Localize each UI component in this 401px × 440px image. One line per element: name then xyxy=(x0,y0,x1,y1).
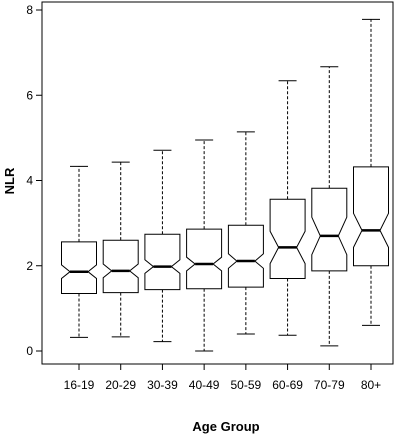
x-tick-label: 40-49 xyxy=(189,378,220,392)
y-tick-label: 0 xyxy=(26,344,33,358)
box-20-29 xyxy=(102,161,139,338)
box-30-39 xyxy=(144,149,181,343)
y-axis-title: NLR xyxy=(2,167,17,194)
y-tick-label: 2 xyxy=(26,259,33,273)
boxes-layer xyxy=(61,18,389,352)
notched-box xyxy=(353,166,389,267)
notched-box xyxy=(61,241,97,294)
x-axis-title: Age Group xyxy=(192,419,259,434)
x-tick-label: 20-29 xyxy=(105,378,136,392)
y-tick-label: 4 xyxy=(26,174,33,188)
x-tick-label: 30-39 xyxy=(147,378,178,392)
notched-box xyxy=(227,224,264,288)
box-50-59 xyxy=(227,131,264,335)
notched-box xyxy=(311,187,348,272)
notched-box xyxy=(186,228,223,290)
box-16-19 xyxy=(61,165,97,338)
y-tick-label: 8 xyxy=(26,3,33,17)
box-80+ xyxy=(353,18,389,326)
x-tick-label: 60-69 xyxy=(272,378,303,392)
axes-layer xyxy=(36,1,394,370)
notched-box xyxy=(269,198,306,279)
notched-box xyxy=(144,233,181,291)
notched-box xyxy=(102,239,139,294)
x-tick-label: 70-79 xyxy=(314,378,345,392)
box-40-49 xyxy=(186,139,223,352)
box-70-79 xyxy=(311,66,348,347)
labels-layer: 0 2 4 6 8 16-19 20-29 30-39 40-49 50-59 60-69 70-79… xyxy=(26,3,381,392)
y-tick-label: 6 xyxy=(26,88,33,102)
box-60-69 xyxy=(269,80,306,336)
x-tick-label: 80+ xyxy=(361,378,381,392)
x-tick-label: 50-59 xyxy=(231,378,262,392)
x-tick-label: 16-19 xyxy=(64,378,95,392)
plot-frame xyxy=(41,1,394,365)
